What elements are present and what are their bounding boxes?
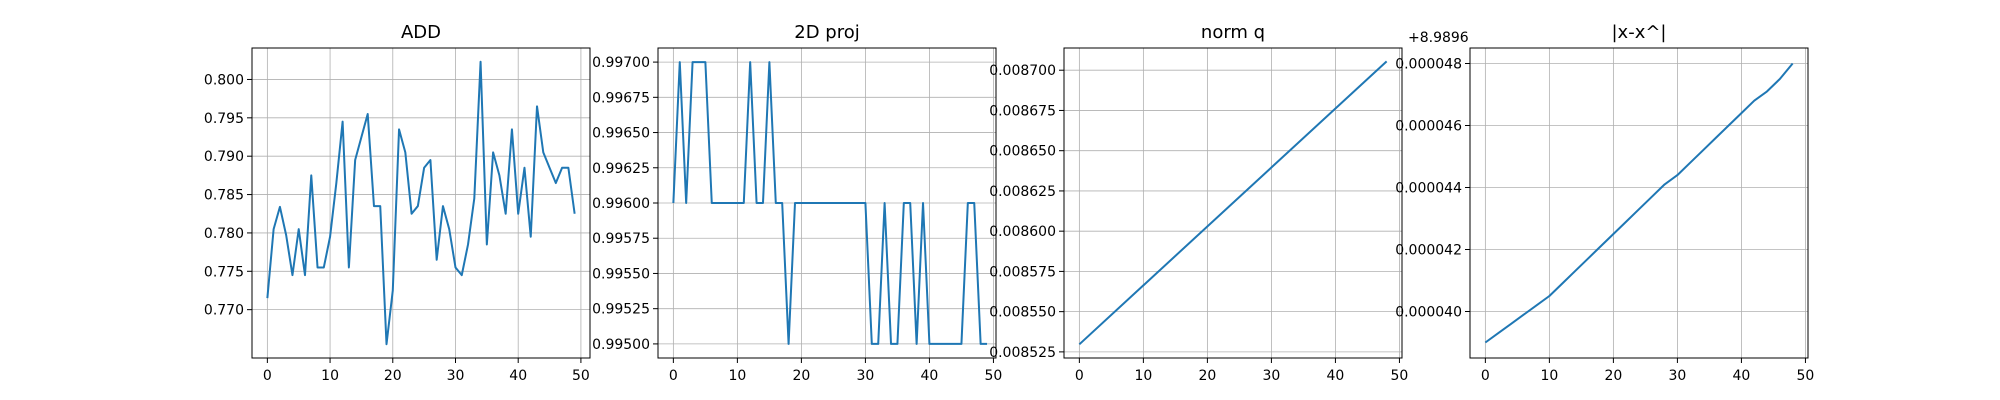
y-tick-label: 0.99625 — [592, 161, 650, 177]
y-tick-label: 0.99525 — [592, 302, 650, 318]
y-tick-label: 0.000048 — [1395, 57, 1462, 73]
y-tick-label: 0.795 — [204, 111, 244, 127]
x-tick-label: 0 — [1481, 368, 1490, 384]
chart-title: ADD — [401, 22, 441, 43]
plot-frame — [1469, 47, 1809, 359]
y-tick-label: 0.99550 — [592, 266, 650, 282]
y-tick-label: 0.008650 — [989, 144, 1056, 160]
chart-panel: 0 10 20 30 40 50 0.000040 0.000042 0.000044 0.000… — [1395, 22, 1814, 384]
x-tick-label: 10 — [1540, 368, 1558, 384]
y-tick-label: 0.790 — [204, 149, 244, 165]
x-tick-label: 30 — [1262, 368, 1280, 384]
chart-panel: 0 10 20 30 40 50 0.008525 0.008550 0.008575 0.008… — [989, 22, 1408, 384]
x-tick-label: 40 — [921, 368, 939, 384]
x-tick-label: 50 — [985, 368, 1003, 384]
x-tick-label: 40 — [1327, 368, 1345, 384]
x-tick-label: 10 — [728, 368, 746, 384]
x-tick-label: 30 — [447, 368, 465, 384]
y-tick-label: 0.000046 — [1395, 119, 1462, 135]
x-tick-label: 20 — [384, 368, 402, 384]
y-tick-label: 0.008675 — [989, 103, 1056, 119]
chart-title: 2D proj — [794, 22, 859, 43]
x-tick-label: 30 — [1668, 368, 1686, 384]
series-line — [266, 60, 576, 346]
series-line — [672, 61, 988, 345]
y-tick-label: 0.008575 — [989, 264, 1056, 280]
x-tick-label: 20 — [1198, 368, 1216, 384]
x-tick-label: 30 — [856, 368, 874, 384]
y-tick-label: 0.775 — [204, 264, 244, 280]
x-tick-label: 20 — [1604, 368, 1622, 384]
y-tick-label: 0.99675 — [592, 90, 650, 106]
y-tick-label: 0.008525 — [989, 345, 1056, 361]
x-tick-label: 40 — [1733, 368, 1751, 384]
y-tick-label: 0.000040 — [1395, 305, 1462, 321]
y-tick-label: 0.000042 — [1395, 243, 1462, 259]
y-tick-label: 0.770 — [204, 303, 244, 319]
y-tick-label: 0.99500 — [592, 337, 650, 353]
x-tick-label: 50 — [1797, 368, 1815, 384]
chart-title: |x-x^| — [1611, 22, 1666, 43]
y-tick-label: 0.008600 — [989, 224, 1056, 240]
y-tick-label: 0.99700 — [592, 55, 650, 71]
x-tick-label: 0 — [669, 368, 678, 384]
plot-frame — [1063, 47, 1403, 359]
y-tick-label: 0.008700 — [989, 63, 1056, 79]
x-tick-label: 0 — [263, 368, 272, 384]
y-tick-label: 0.99650 — [592, 126, 650, 142]
chart-panel: 0 10 20 30 40 50 0.99500 0.99525 0.99550 0.99575 0… — [592, 22, 1002, 384]
x-tick-label: 10 — [321, 368, 339, 384]
y-tick-label: 0.000044 — [1395, 181, 1462, 197]
y-tick-label: 0.800 — [204, 72, 244, 88]
y-tick-label: 0.008550 — [989, 305, 1056, 321]
y-tick-label: 0.99575 — [592, 231, 650, 247]
x-tick-label: 0 — [1075, 368, 1084, 384]
chart-panel: 0 10 20 30 40 50 0.770 0.775 0.780 0.785 0.790 0.79… — [204, 22, 591, 384]
chart-title: norm q — [1201, 22, 1265, 43]
y-offset-label: +8.9896 — [1408, 30, 1469, 46]
y-tick-label: 0.785 — [204, 188, 244, 204]
plot-frame — [251, 47, 591, 359]
series-line — [1078, 60, 1388, 346]
y-tick-label: 0.780 — [204, 226, 244, 242]
x-tick-label: 20 — [792, 368, 810, 384]
x-tick-label: 10 — [1134, 368, 1152, 384]
y-tick-label: 0.99600 — [592, 196, 650, 212]
x-tick-label: 50 — [1391, 368, 1409, 384]
series-line — [1484, 62, 1794, 344]
y-tick-label: 0.008625 — [989, 184, 1056, 200]
x-tick-label: 50 — [572, 368, 590, 384]
x-tick-label: 40 — [509, 368, 527, 384]
